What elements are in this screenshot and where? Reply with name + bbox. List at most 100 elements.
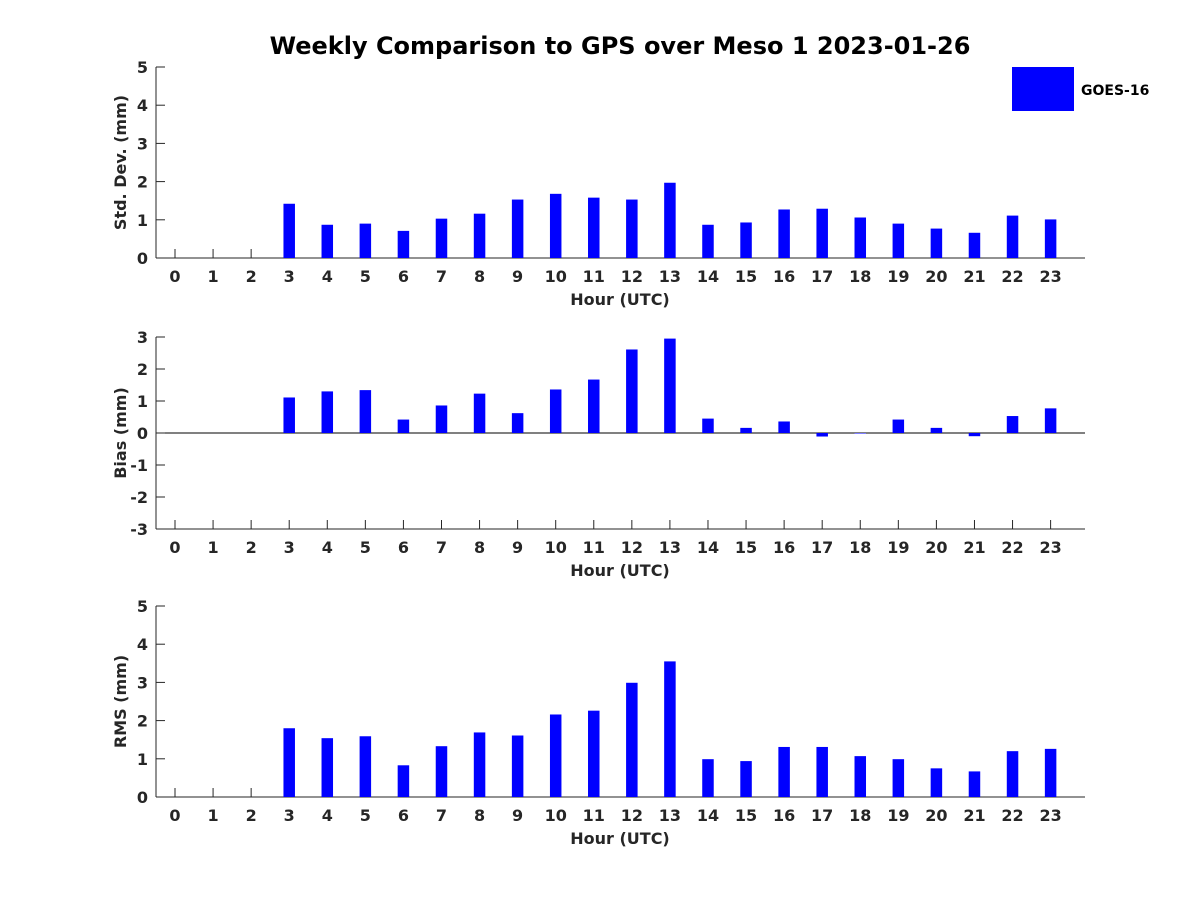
x-tick-label: 10	[545, 806, 567, 825]
bar-hour-10	[549, 193, 562, 258]
bar-hour-11	[588, 379, 600, 433]
bar-hour-8	[473, 393, 486, 433]
bar-hour-13	[664, 182, 676, 258]
x-tick-label: 0	[169, 267, 180, 286]
x-tick-label: 19	[887, 806, 909, 825]
bar-hour-19	[892, 759, 905, 797]
x-tick-label: 9	[512, 538, 523, 557]
bar-hour-20	[930, 427, 943, 433]
bar-hour-4	[321, 391, 334, 433]
x-tick-label: 9	[512, 806, 523, 825]
x-tick-label: 8	[474, 267, 485, 286]
x-tick-label: 0	[169, 538, 180, 557]
bar-hour-9	[511, 735, 524, 797]
x-tick-label: 15	[735, 806, 757, 825]
bar-hour-6	[397, 419, 410, 433]
x-axis-label: Hour (UTC)	[570, 290, 670, 309]
x-tick-label: 22	[1001, 267, 1023, 286]
y-tick-label: 3	[137, 673, 148, 692]
bar-hour-18	[854, 433, 867, 434]
bar-hour-14	[702, 224, 714, 258]
x-tick-label: 14	[697, 538, 719, 557]
x-tick-label: 3	[284, 267, 295, 286]
x-tick-label: 17	[811, 806, 833, 825]
x-tick-label: 18	[849, 538, 871, 557]
y-tick-label: 4	[137, 96, 148, 115]
bar-hour-4	[321, 224, 334, 258]
bar-hour-11	[588, 710, 600, 797]
x-tick-label: 4	[322, 806, 333, 825]
bar-hour-17	[816, 208, 828, 258]
bar-hour-16	[778, 746, 790, 797]
x-axis-label: Hour (UTC)	[570, 561, 670, 580]
x-tick-label: 23	[1039, 538, 1061, 557]
x-tick-label: 7	[436, 806, 447, 825]
bar-hour-18	[854, 756, 867, 797]
x-tick-label: 2	[246, 267, 257, 286]
y-axis-label: Bias (mm)	[111, 387, 130, 479]
x-axis-label: Hour (UTC)	[570, 829, 670, 848]
bar-hour-5	[359, 390, 372, 433]
y-tick-label: 0	[137, 249, 148, 268]
bar-hour-9	[511, 413, 524, 433]
x-tick-label: 11	[583, 538, 605, 557]
x-tick-label: 13	[659, 538, 681, 557]
x-tick-label: 15	[735, 267, 757, 286]
x-tick-label: 18	[849, 267, 871, 286]
x-tick-label: 6	[398, 267, 409, 286]
x-tick-label: 16	[773, 806, 795, 825]
bar-hour-12	[626, 682, 638, 797]
y-tick-label: -3	[130, 520, 148, 539]
bar-hour-22	[1006, 416, 1019, 433]
x-tick-label: 7	[436, 267, 447, 286]
x-tick-label: 3	[284, 538, 295, 557]
y-tick-label: 1	[137, 211, 148, 230]
x-tick-label: 12	[621, 267, 643, 286]
x-tick-label: 5	[360, 538, 371, 557]
bar-hour-8	[473, 732, 486, 797]
x-tick-label: 20	[925, 538, 947, 557]
bar-hour-19	[892, 419, 905, 433]
legend: GOES-16	[1012, 67, 1149, 111]
bar-hour-23	[1044, 219, 1057, 258]
x-tick-label: 20	[925, 267, 947, 286]
bar-hour-5	[359, 736, 372, 797]
x-tick-label: 4	[322, 267, 333, 286]
x-tick-label: 11	[583, 806, 605, 825]
x-tick-label: 20	[925, 806, 947, 825]
bar-hour-6	[397, 765, 410, 797]
bar-hour-22	[1006, 751, 1019, 797]
x-tick-label: 17	[811, 267, 833, 286]
y-axis-label: RMS (mm)	[111, 655, 130, 748]
y-tick-label: 5	[137, 597, 148, 616]
bar-hour-22	[1006, 215, 1019, 258]
x-tick-label: 3	[284, 806, 295, 825]
x-tick-label: 12	[621, 538, 643, 557]
bar-hour-13	[664, 338, 676, 433]
x-tick-label: 8	[474, 806, 485, 825]
y-tick-label: 0	[137, 424, 148, 443]
x-tick-label: 2	[246, 538, 257, 557]
x-tick-label: 15	[735, 538, 757, 557]
x-tick-label: 14	[697, 806, 719, 825]
legend-label: GOES-16	[1081, 83, 1149, 99]
x-tick-label: 13	[659, 267, 681, 286]
x-tick-label: 19	[887, 267, 909, 286]
bar-hour-8	[473, 213, 486, 258]
bar-hour-6	[397, 230, 410, 258]
bar-hour-16	[778, 209, 790, 258]
bar-hour-13	[664, 661, 676, 797]
x-tick-label: 1	[207, 267, 218, 286]
x-tick-label: 10	[545, 267, 567, 286]
x-tick-label: 16	[773, 538, 795, 557]
bar-hour-15	[740, 427, 752, 433]
bar-hour-17	[816, 433, 828, 437]
bar-hour-12	[626, 349, 638, 433]
bar-hour-5	[359, 223, 372, 258]
x-tick-label: 7	[436, 538, 447, 557]
x-tick-label: 21	[963, 538, 985, 557]
y-tick-label: 3	[137, 134, 148, 153]
bar-hour-7	[435, 405, 448, 433]
x-tick-label: 5	[360, 267, 371, 286]
